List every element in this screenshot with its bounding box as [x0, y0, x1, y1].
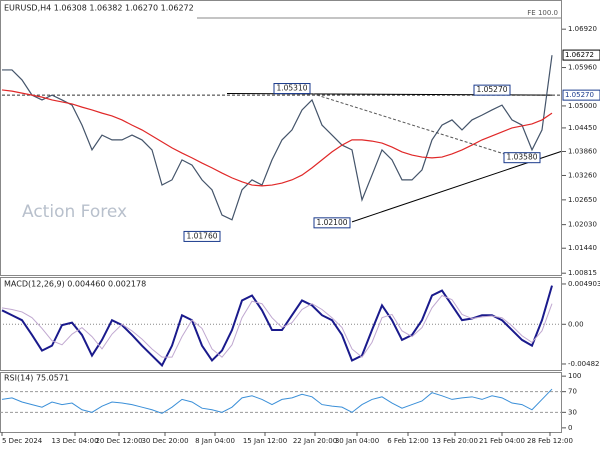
- annotation-box: [473, 84, 511, 96]
- y-tick-label: 1.03860: [568, 147, 597, 155]
- y-tick-label: 1.01440: [568, 244, 597, 252]
- x-tick-label: 21 Feb 04:00: [479, 437, 525, 445]
- y-tick-label: 1.02650: [568, 196, 597, 204]
- series-line: [1, 388, 553, 414]
- x-tick-label: 28 Feb 12:00: [527, 437, 573, 445]
- macd-title: MACD(12,26,9) 0.004460 0.002178: [4, 280, 146, 289]
- series-line: [1, 285, 553, 368]
- drawn-line: [351, 151, 562, 223]
- y-tick-label: 1.05960: [568, 64, 597, 72]
- series-line: [1, 89, 553, 187]
- y-tick-label: 1.03260: [568, 171, 597, 179]
- watermark: Action Forex: [22, 202, 127, 222]
- annotation-label: 1.05310: [276, 84, 307, 93]
- fe-label: FE 100.0: [527, 9, 558, 17]
- price-title: EURUSD,H4 1.06308 1.06382 1.06270 1.0627…: [4, 4, 194, 13]
- y-tick-label: 1.06920: [568, 25, 597, 33]
- annotation-box: [503, 152, 541, 164]
- x-tick-label: 20 Dec 12:00: [95, 437, 142, 445]
- y-tick-label: 1.02030: [568, 221, 597, 229]
- x-tick-label: 13 Dec 04:00: [51, 437, 98, 445]
- y-tick-label: 100: [568, 372, 581, 380]
- annotation-label: 1.03580: [506, 153, 537, 162]
- y-tick-label: 1.04450: [568, 124, 597, 132]
- rsi-title: RSI(14) 75.0571: [4, 374, 69, 383]
- y-tick-label: 0: [568, 424, 572, 432]
- y-tick-label: 1.05000: [568, 102, 597, 110]
- y-tick-label: 0.00: [568, 320, 584, 328]
- series-line: [1, 294, 553, 358]
- x-tick-label: 15 Jan 12:00: [243, 437, 287, 445]
- annotation-box: [183, 230, 221, 242]
- price-label-box: [562, 49, 600, 61]
- x-tick-label: 5 Dec 2024: [2, 437, 43, 445]
- price-label: 1.05270: [565, 91, 594, 99]
- price-frame: [0, 0, 562, 276]
- annotation-label: 1.02100: [316, 218, 347, 227]
- y-tick-label: 1.00815: [568, 269, 597, 277]
- y-tick-label: 30: [568, 408, 577, 416]
- x-tick-label: 30 Jan 04:00: [335, 437, 379, 445]
- price-label-box: [562, 89, 600, 101]
- x-tick-label: 30 Dec 20:00: [141, 437, 188, 445]
- annotation-label: 1.01760: [186, 231, 217, 240]
- x-tick-label: 8 Jan 04:00: [195, 437, 235, 445]
- y-tick-label: -0.004827: [568, 360, 600, 368]
- y-tick-label: 0.004903: [568, 280, 600, 288]
- y-tick-label: 70: [568, 388, 577, 396]
- x-tick-label: 22 Jan 20:00: [293, 437, 337, 445]
- x-tick-label: 6 Feb 12:00: [387, 437, 428, 445]
- x-tick-label: 13 Feb 20:00: [432, 437, 478, 445]
- annotation-box: [273, 83, 311, 95]
- rsi-frame: [0, 372, 562, 433]
- annotation-label: 1.05270: [476, 85, 507, 94]
- drawn-line: [311, 93, 533, 164]
- annotation-box: [313, 217, 351, 229]
- price-label: 1.06272: [565, 51, 594, 59]
- series-line: [2, 55, 553, 221]
